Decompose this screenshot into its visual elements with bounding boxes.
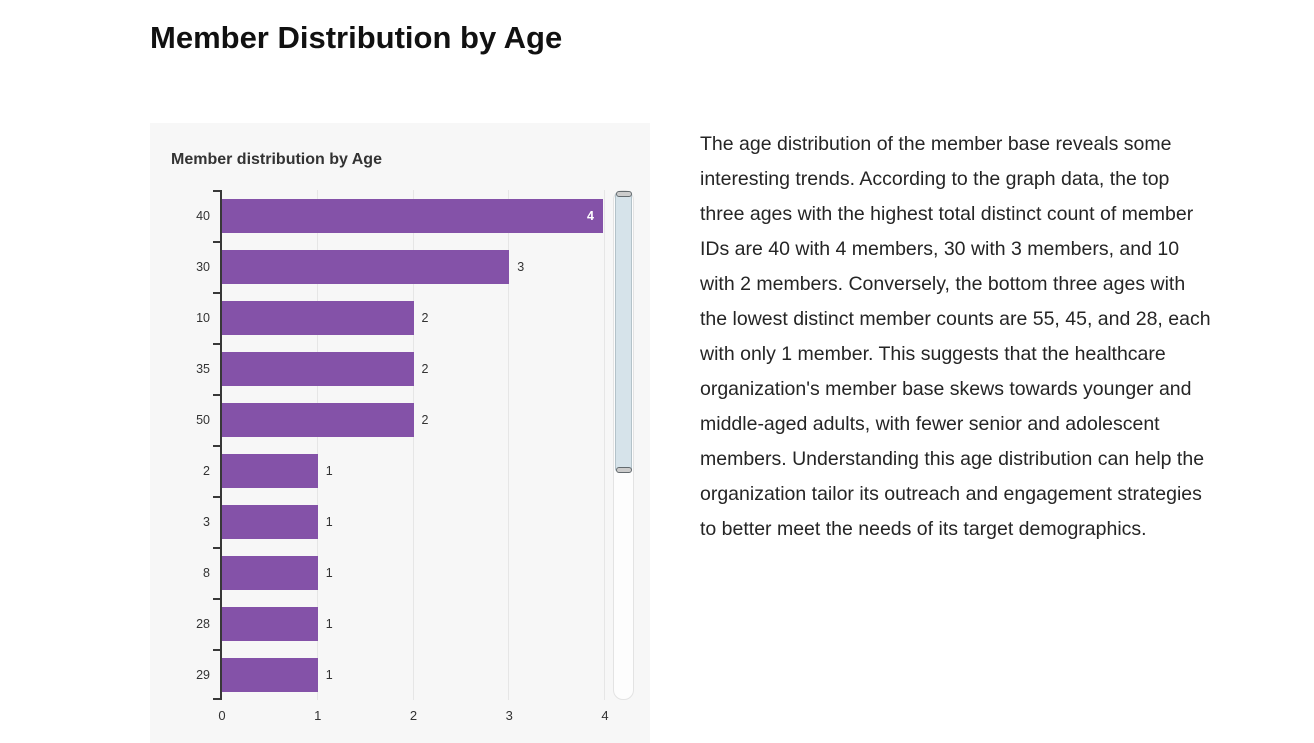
y-axis-tick — [213, 698, 221, 700]
bar-age-50[interactable] — [222, 402, 414, 437]
gridline-1 — [316, 190, 318, 700]
y-axis-tick — [213, 394, 221, 396]
bar-age-10[interactable] — [222, 300, 414, 335]
bar-value-label: 1 — [325, 514, 333, 529]
y-axis-category-label: 29 — [196, 667, 210, 682]
chart-row-40: 40 4 — [196, 190, 603, 241]
y-axis-category-label: 30 — [196, 259, 210, 274]
y-axis-tick — [213, 190, 221, 192]
x-axis-tick-label: 0 — [218, 708, 226, 723]
chart-row-29: 29 1 — [196, 649, 603, 700]
y-axis-category-label: 3 — [203, 514, 210, 529]
bar-age-2[interactable] — [222, 453, 318, 488]
bar-age-28[interactable] — [222, 606, 318, 641]
bar-value-label: 3 — [517, 259, 525, 274]
chart-row-30: 30 3 — [196, 241, 603, 292]
chart-description: The age distribution of the member base … — [700, 133, 1211, 540]
chart-title: Member distribution by Age — [171, 151, 382, 168]
bar-value-label: 2 — [421, 310, 429, 325]
gridline-3 — [508, 190, 510, 700]
y-axis-category-label: 2 — [203, 463, 210, 478]
bar-age-3[interactable] — [222, 504, 318, 539]
bar-value-label: 2 — [421, 412, 429, 427]
y-axis-tick — [213, 343, 221, 345]
bar-value-label: 1 — [325, 463, 333, 478]
x-axis-tick-label: 1 — [314, 708, 322, 723]
chart-scrollbar-thumb[interactable] — [615, 191, 632, 473]
bar-value-label: 1 — [325, 667, 333, 682]
bar-value-label: 1 — [325, 616, 333, 631]
bar-age-40[interactable] — [222, 198, 603, 233]
y-axis-category-label: 40 — [196, 208, 210, 223]
bar-value-label: 1 — [325, 565, 333, 580]
x-axis-tick-label: 2 — [409, 708, 418, 723]
y-axis-tick — [213, 445, 221, 447]
y-axis-category-label: 35 — [196, 361, 210, 376]
y-axis-category-label: 28 — [196, 616, 210, 631]
scrollbar-handle-top-icon[interactable] — [615, 191, 632, 197]
chart-card: Member distribution by Age 40 4 30 3 10 2 35 2 5… — [150, 123, 650, 743]
gridline-4 — [604, 190, 605, 700]
y-axis-tick — [213, 598, 221, 600]
page-title: Member Distribution by Age — [150, 20, 563, 55]
bar-value-label: 4 — [587, 208, 594, 223]
bar-age-29[interactable] — [222, 657, 318, 692]
bar-age-35[interactable] — [222, 351, 414, 386]
x-axis-tick-label: 3 — [505, 708, 513, 723]
chart-row-10: 10 2 — [196, 292, 603, 343]
bar-age-30[interactable] — [222, 249, 510, 284]
bar-age-8[interactable] — [222, 555, 318, 590]
scrollbar-handle-bottom-icon[interactable] — [615, 467, 632, 473]
y-axis-category-label: 50 — [196, 412, 210, 427]
chart-row-50: 50 2 — [196, 394, 603, 445]
chart-scrollbar-track[interactable] — [613, 190, 634, 700]
x-axis-tick-label: 4 — [601, 708, 609, 723]
bar-value-label: 2 — [421, 361, 429, 376]
y-axis-tick — [213, 292, 221, 294]
y-axis-category-label: 8 — [203, 565, 210, 580]
plot-area: 40 4 30 3 10 2 35 2 50 2 2 1 3 1 8 1 28 1 29 1 0 1 2 3 4 — [196, 190, 609, 723]
y-axis-tick — [213, 241, 221, 243]
y-axis-tick — [213, 649, 221, 651]
chart-row-35: 35 2 — [196, 343, 603, 394]
y-axis-category-label: 10 — [196, 310, 210, 325]
y-axis-tick — [213, 547, 221, 549]
chart-row-28: 28 1 — [196, 598, 603, 649]
y-axis-tick — [213, 496, 221, 498]
gridline-2 — [412, 190, 414, 700]
